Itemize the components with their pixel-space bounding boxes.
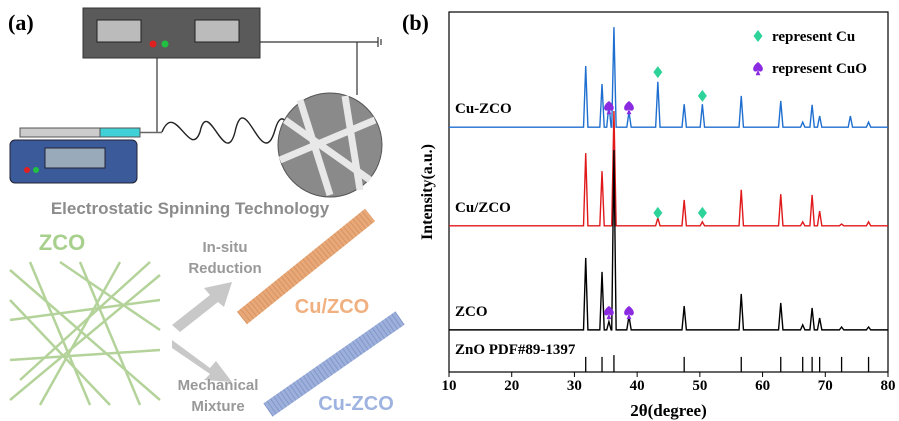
x-tick-label: 10	[442, 378, 457, 394]
arrow	[172, 282, 232, 332]
x-axis-label: 2θ(degree)	[630, 401, 707, 420]
series-label: ZCO	[455, 304, 488, 320]
knob	[150, 41, 157, 48]
syringe-fluid	[100, 128, 140, 137]
xrd-line	[449, 111, 888, 226]
product-label: Cu/ZCO	[295, 296, 369, 318]
series-label: Cu-ZCO	[455, 101, 512, 117]
display	[97, 20, 141, 42]
xrd-line	[449, 150, 888, 330]
zco-label: ZCO	[39, 230, 85, 255]
x-tick-label: 40	[630, 378, 645, 394]
x-tick-label: 70	[818, 378, 833, 394]
display	[195, 20, 239, 42]
method-title: Electrostatic Spinning Technology	[51, 199, 330, 218]
legend-symbol	[753, 62, 763, 75]
x-tick-label: 80	[881, 378, 896, 394]
arrow	[172, 340, 232, 382]
step-label: Mixture	[191, 398, 244, 415]
pump-screen	[45, 148, 105, 168]
phase-marker	[624, 306, 634, 319]
phase-marker	[698, 207, 707, 219]
y-axis-label: Intensity(a.u.)	[419, 144, 436, 240]
x-tick-label: 60	[755, 378, 770, 394]
phase-marker	[698, 90, 707, 102]
knob	[33, 167, 39, 173]
step-label: Mechanical	[178, 377, 259, 394]
knob	[24, 167, 30, 173]
x-tick-label: 30	[567, 378, 582, 394]
schematic: Electrostatic Spinning Technology ZCO In…	[10, 8, 400, 415]
jet-coil	[162, 118, 290, 143]
figure: (a) (b) Electrostatic Spinning Technolog…	[0, 0, 899, 421]
panel-label: (b)	[402, 10, 429, 35]
phase-marker	[653, 207, 662, 219]
fiber-mesh	[10, 262, 160, 405]
knob	[162, 41, 169, 48]
phase-marker	[624, 101, 634, 114]
step-label: Reduction	[188, 260, 261, 277]
legend-label: represent CuO	[772, 61, 867, 77]
legend-symbol	[754, 30, 763, 42]
product-label: Cu-ZCO	[318, 393, 394, 415]
legend-label: represent Cu	[772, 29, 855, 45]
panel-label: (a)	[8, 10, 34, 35]
series-label: Cu/ZCO	[455, 200, 511, 216]
step-label: In-situ	[203, 239, 248, 256]
series-label: ZnO PDF#89-1397	[455, 342, 576, 358]
phase-marker	[653, 66, 662, 78]
x-tick-label: 20	[504, 378, 519, 394]
x-tick-label: 50	[692, 378, 707, 394]
